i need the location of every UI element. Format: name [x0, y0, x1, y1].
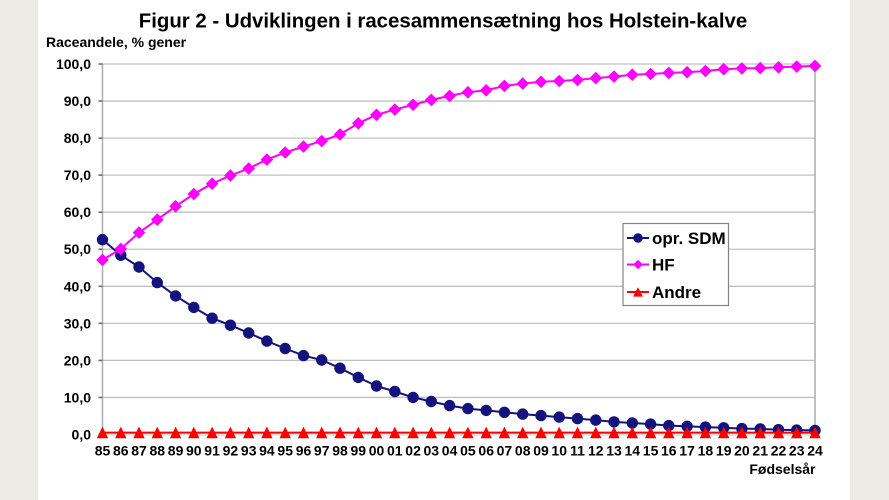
svg-text:02: 02 [405, 443, 421, 459]
svg-text:0,0: 0,0 [72, 427, 92, 443]
svg-text:93: 93 [241, 443, 257, 459]
svg-text:11: 11 [570, 443, 585, 459]
svg-text:23: 23 [789, 443, 805, 459]
svg-text:00: 00 [369, 443, 385, 459]
svg-text:12: 12 [588, 443, 604, 459]
svg-text:HF: HF [652, 256, 675, 275]
svg-text:87: 87 [131, 443, 147, 459]
svg-text:100,0: 100,0 [56, 56, 91, 72]
svg-text:15: 15 [643, 443, 659, 459]
svg-text:92: 92 [223, 443, 239, 459]
svg-text:Andre: Andre [652, 283, 701, 302]
svg-text:97: 97 [314, 443, 330, 459]
svg-text:30,0: 30,0 [64, 315, 91, 331]
svg-text:80,0: 80,0 [64, 130, 91, 146]
svg-text:60,0: 60,0 [64, 204, 91, 220]
svg-text:99: 99 [351, 443, 367, 459]
svg-text:91: 91 [204, 443, 220, 459]
svg-text:86: 86 [113, 443, 129, 459]
svg-text:70,0: 70,0 [64, 167, 91, 183]
svg-text:20: 20 [734, 443, 750, 459]
svg-text:24: 24 [807, 443, 823, 459]
svg-text:90: 90 [186, 443, 202, 459]
svg-text:opr. SDM: opr. SDM [652, 229, 726, 248]
svg-text:89: 89 [168, 443, 184, 459]
svg-text:90,0: 90,0 [64, 93, 91, 109]
svg-text:95: 95 [277, 443, 293, 459]
svg-text:10,0: 10,0 [64, 389, 91, 405]
svg-text:18: 18 [698, 443, 714, 459]
svg-text:03: 03 [424, 443, 440, 459]
svg-text:06: 06 [478, 443, 494, 459]
svg-text:13: 13 [606, 443, 622, 459]
svg-text:85: 85 [95, 443, 111, 459]
svg-text:14: 14 [625, 443, 641, 459]
svg-text:98: 98 [332, 443, 348, 459]
svg-text:19: 19 [716, 443, 732, 459]
svg-text:10: 10 [551, 443, 567, 459]
svg-text:16: 16 [661, 443, 677, 459]
svg-text:05: 05 [460, 443, 476, 459]
svg-text:22: 22 [771, 443, 787, 459]
svg-text:94: 94 [259, 443, 275, 459]
svg-text:40,0: 40,0 [64, 278, 91, 294]
svg-text:09: 09 [533, 443, 549, 459]
svg-text:Fødselsår: Fødselsår [749, 461, 816, 477]
svg-text:50,0: 50,0 [64, 241, 91, 257]
svg-text:17: 17 [679, 443, 695, 459]
svg-text:96: 96 [296, 443, 312, 459]
svg-text:08: 08 [515, 443, 531, 459]
svg-text:21: 21 [752, 443, 768, 459]
svg-text:01: 01 [387, 443, 403, 459]
svg-text:04: 04 [442, 443, 458, 459]
svg-text:07: 07 [497, 443, 513, 459]
svg-text:Raceandele, % gener: Raceandele, % gener [46, 34, 187, 50]
svg-text:Figur 2 - Udviklingen i racesa: Figur 2 - Udviklingen i racesammensætnin… [139, 11, 747, 33]
svg-text:20,0: 20,0 [64, 352, 91, 368]
svg-text:88: 88 [150, 443, 166, 459]
